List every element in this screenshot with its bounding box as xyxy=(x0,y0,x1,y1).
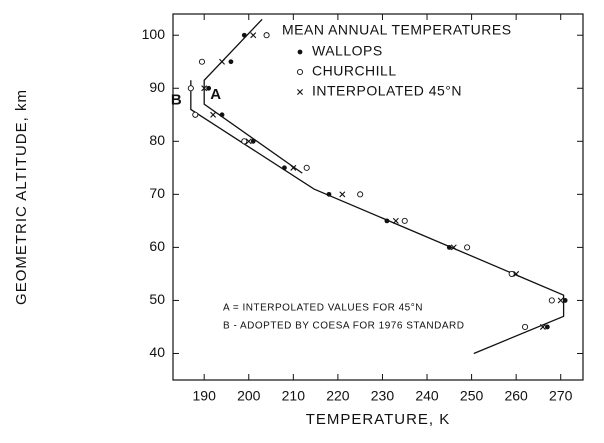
point xyxy=(245,138,252,145)
x-tick-label: 200 xyxy=(237,388,261,404)
point xyxy=(250,32,257,39)
legend-symbol xyxy=(296,68,304,76)
y-tick-label: 70 xyxy=(149,185,165,201)
point xyxy=(544,324,550,330)
point xyxy=(228,59,234,65)
y-axis-title: GEOMETRIC ALTITUDE, km xyxy=(13,89,30,305)
x-tick-label: 260 xyxy=(504,388,528,404)
point xyxy=(384,218,390,224)
y-tick-label: 80 xyxy=(149,132,165,148)
y-tick-label: 40 xyxy=(149,344,165,360)
point xyxy=(192,111,199,118)
legend-symbol xyxy=(297,89,303,95)
point xyxy=(219,58,226,65)
point xyxy=(446,244,452,250)
curve-label: A xyxy=(210,86,221,103)
point xyxy=(557,297,564,304)
legend-symbol xyxy=(297,49,303,55)
point xyxy=(241,32,247,38)
profile-line xyxy=(203,18,303,174)
note: B - ADOPTED BY COESA FOR 1976 STANDARD xyxy=(223,321,464,332)
point xyxy=(290,164,297,171)
y-tick-label: 90 xyxy=(149,79,165,95)
point xyxy=(241,138,248,145)
x-tick-label: 240 xyxy=(415,388,439,404)
point xyxy=(357,191,364,198)
point xyxy=(513,270,520,277)
y-tick-label: 60 xyxy=(149,238,165,254)
y-tick-label: 100 xyxy=(142,26,166,42)
point xyxy=(539,323,546,330)
point xyxy=(250,138,256,144)
point xyxy=(219,112,225,118)
point xyxy=(201,85,208,92)
plot-frame xyxy=(172,13,584,381)
point xyxy=(206,85,212,91)
point xyxy=(401,217,408,224)
point xyxy=(562,298,568,303)
x-tick-label: 190 xyxy=(193,388,217,404)
y-tick-label: 50 xyxy=(149,291,165,307)
point xyxy=(508,270,515,277)
note: A = INTERPOLATED VALUES FOR 45°N xyxy=(223,303,423,314)
point xyxy=(392,217,399,224)
point xyxy=(210,111,217,118)
profile-line xyxy=(190,80,565,355)
x-tick-label: 230 xyxy=(371,388,395,404)
legend-title: MEAN ANNUAL TEMPERATURES xyxy=(282,22,512,38)
point xyxy=(282,165,287,171)
legend-label: INTERPOLATED 45°N xyxy=(312,83,462,99)
point xyxy=(303,164,310,171)
x-axis-title: TEMPERATURE, K xyxy=(306,411,451,428)
point xyxy=(263,32,270,39)
point xyxy=(339,191,346,198)
point xyxy=(326,191,332,197)
x-tick-label: 250 xyxy=(460,388,484,404)
legend-label: CHURCHILL xyxy=(312,63,397,79)
point xyxy=(198,58,206,65)
x-tick-label: 210 xyxy=(282,388,306,404)
point xyxy=(450,244,457,251)
legend-label: WALLOPS xyxy=(312,43,383,59)
point xyxy=(187,85,194,92)
point xyxy=(464,244,471,251)
curve-label: B xyxy=(171,91,182,108)
point xyxy=(548,297,555,304)
point xyxy=(522,323,529,331)
x-tick-label: 220 xyxy=(326,388,350,404)
x-tick-label: 270 xyxy=(549,388,573,404)
